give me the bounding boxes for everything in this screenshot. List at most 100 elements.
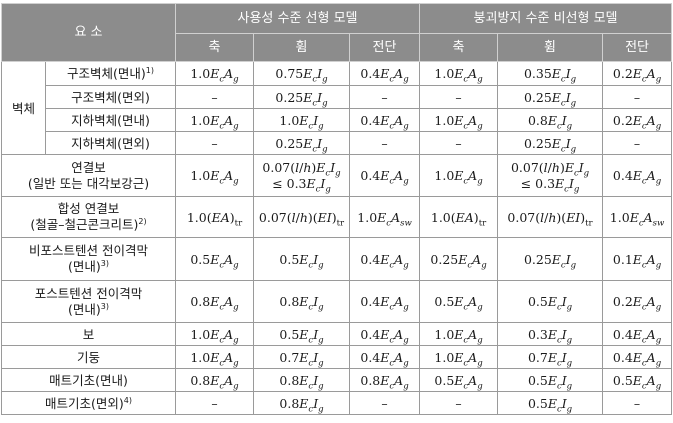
table-row: 연결보 (일반 또는 대각보강근) 1.0EcAg 0.07(l/h)EcIg ≤ … [1,154,673,197]
value-cell: 0.5EcIg [497,280,604,323]
table-row: 매트기초(면외)4) – 0.8EcIg – – 0.5EcIg – [1,391,673,415]
header-axial: 축 [419,33,499,62]
stiffness-table: 요 소 사용성 수준 선형 모델 붕괴방지 수준 비선형 모델 축 휨 전단 축… [1,3,673,415]
header-nonlinear-model: 붕괴방지 수준 비선형 모델 [419,3,673,34]
value-cell: 0.4EcAg [602,345,673,369]
value-cell: 0.4EcAg [348,237,421,281]
value-cell: 0.4EcAg [602,322,673,346]
table-row: 포스트텐션 전이격막 (면내)3) 0.8EcAg 0.8EcIg 0.4EcAg… [1,280,673,323]
value-cell: 1.0EcAg [419,345,499,369]
value-cell: – [419,391,499,415]
row-label: 보 [1,322,176,346]
value-cell: 1.0(EA)tr [175,196,254,238]
value-cell: 1.0EcAg [175,61,254,86]
value-cell: 0.2EcAg [602,61,673,86]
value-cell: 0.07(l/h)EcIg ≤ 0.3EcIg [497,154,604,197]
value-cell: 0.25EcIg [497,237,604,281]
value-cell: 0.4EcAg [602,154,673,197]
row-label: 지하벽체(면내) [45,108,176,132]
value-cell: 0.25EcIg [253,85,350,109]
value-cell: 0.5EcIg [253,322,350,346]
value-cell: 0.25EcAg [419,237,499,281]
header-shear: 전단 [348,33,421,62]
value-cell: 0.5EcIg [497,391,604,415]
value-cell: 0.35EcIg [497,61,604,86]
header-linear-model: 사용성 수준 선형 모델 [174,3,421,34]
value-cell: 1.0EcAg [175,322,254,346]
value-cell: 0.5EcIg [253,237,350,281]
value-cell: 0.25EcIg [497,85,604,109]
value-cell: 0.5EcAg [419,368,499,392]
value-cell: 1.0EcAg [419,154,499,197]
value-cell: 1.0EcAg [419,108,499,132]
wall-group-label: 벽체 [1,61,46,155]
header-flexure: 휨 [253,33,350,62]
value-cell: 0.4EcAg [348,345,421,369]
value-cell: 0.4EcAg [348,322,421,346]
value-cell: – [348,85,421,109]
value-cell: 0.8EcAg [348,368,421,392]
row-label: 매트기초(면외)4) [1,391,176,415]
value-cell: 0.07(l/h)(EI)tr [253,196,350,238]
table-row: 지하벽체(면외) – 0.25EcIg – – 0.25EcIg – [2,131,673,155]
header-shear: 전단 [602,33,673,62]
row-label: 비포스트텐션 전이격막 (면내)3) [1,237,176,281]
value-cell: 0.2EcAg [602,280,673,323]
table-row: 구조벽체(면외) – 0.25EcIg – – 0.25EcIg – [2,85,673,109]
value-cell: 0.8EcIg [253,391,350,415]
value-cell: 0.8EcIg [253,280,350,323]
value-cell: 0.7EcIg [253,345,350,369]
value-cell: 0.2EcAg [602,108,673,132]
table-row: 합성 연결보 (철골–철근콘크리트)2) 1.0(EA)tr 0.07(l/h)(… [1,196,673,238]
row-label: 합성 연결보 (철골–철근콘크리트)2) [1,196,176,238]
value-cell: 0.4EcAg [348,61,421,86]
value-cell: 1.0EcAg [419,61,499,86]
value-cell: 0.3EcIg [497,322,604,346]
value-cell: – [602,131,673,155]
value-cell: 0.5EcAg [419,280,499,323]
value-cell: – [419,85,499,109]
value-cell: 0.07(l/h)(EI)tr [497,196,604,238]
value-cell: 0.8EcAg [175,368,254,392]
row-label: 지하벽체(면외) [45,131,176,155]
value-cell: 0.25EcIg [253,131,350,155]
value-cell: – [175,131,254,155]
value-cell: 0.5EcAg [602,368,673,392]
table-row: 지하벽체(면내) 1.0EcAg 1.0EcIg 0.4EcAg 1.0EcAg… [2,108,673,132]
value-cell: 0.5EcAg [175,237,254,281]
value-cell: 1.0EcAg [175,345,254,369]
value-cell: – [602,391,673,415]
row-label: 포스트텐션 전이격막 (면내)3) [1,280,176,323]
value-cell: 0.07(l/h)EcIg ≤ 0.3EcIg [253,154,350,197]
value-cell: 1.0EcAsw [348,196,421,238]
row-label: 매트기초(면내) [1,368,176,392]
value-cell: – [348,131,421,155]
value-cell: 1.0(EA)tr [419,196,499,238]
value-cell: 0.75EcIg [253,61,350,86]
row-label: 구조벽체(면내)1) [45,61,176,86]
value-cell: – [348,391,421,415]
value-cell: 0.4EcAg [348,108,421,132]
value-cell: – [175,391,254,415]
table-row: 보 1.0EcAg 0.5EcIg 0.4EcAg 1.0EcAg 0.3EcI… [1,322,673,346]
value-cell: 0.8EcIg [253,368,350,392]
row-label: 연결보 (일반 또는 대각보강근) [1,154,176,197]
value-cell: 0.4EcAg [348,154,421,197]
table-row: 비포스트텐션 전이격막 (면내)3) 0.5EcAg 0.5EcIg 0.4EcA… [1,237,673,281]
value-cell: – [175,85,254,109]
header-flexure: 휨 [497,33,604,62]
table-row: 기둥 1.0EcAg 0.7EcIg 0.4EcAg 1.0EcAg 0.7Ec… [1,345,673,369]
value-cell: 0.7EcIg [497,345,604,369]
value-cell: – [602,85,673,109]
value-cell: 1.0EcAg [175,154,254,197]
value-cell: 0.8EcAg [175,280,254,323]
value-cell: 1.0EcAg [175,108,254,132]
value-cell: 0.4EcAg [348,280,421,323]
row-label: 기둥 [1,345,176,369]
value-cell: 1.0EcAsw [602,196,673,238]
header-axial: 축 [175,33,254,62]
value-cell: 0.5EcIg [497,368,604,392]
value-cell: – [419,131,499,155]
value-cell: 0.1EcAg [602,237,673,281]
row-label: 구조벽체(면외) [45,85,176,109]
